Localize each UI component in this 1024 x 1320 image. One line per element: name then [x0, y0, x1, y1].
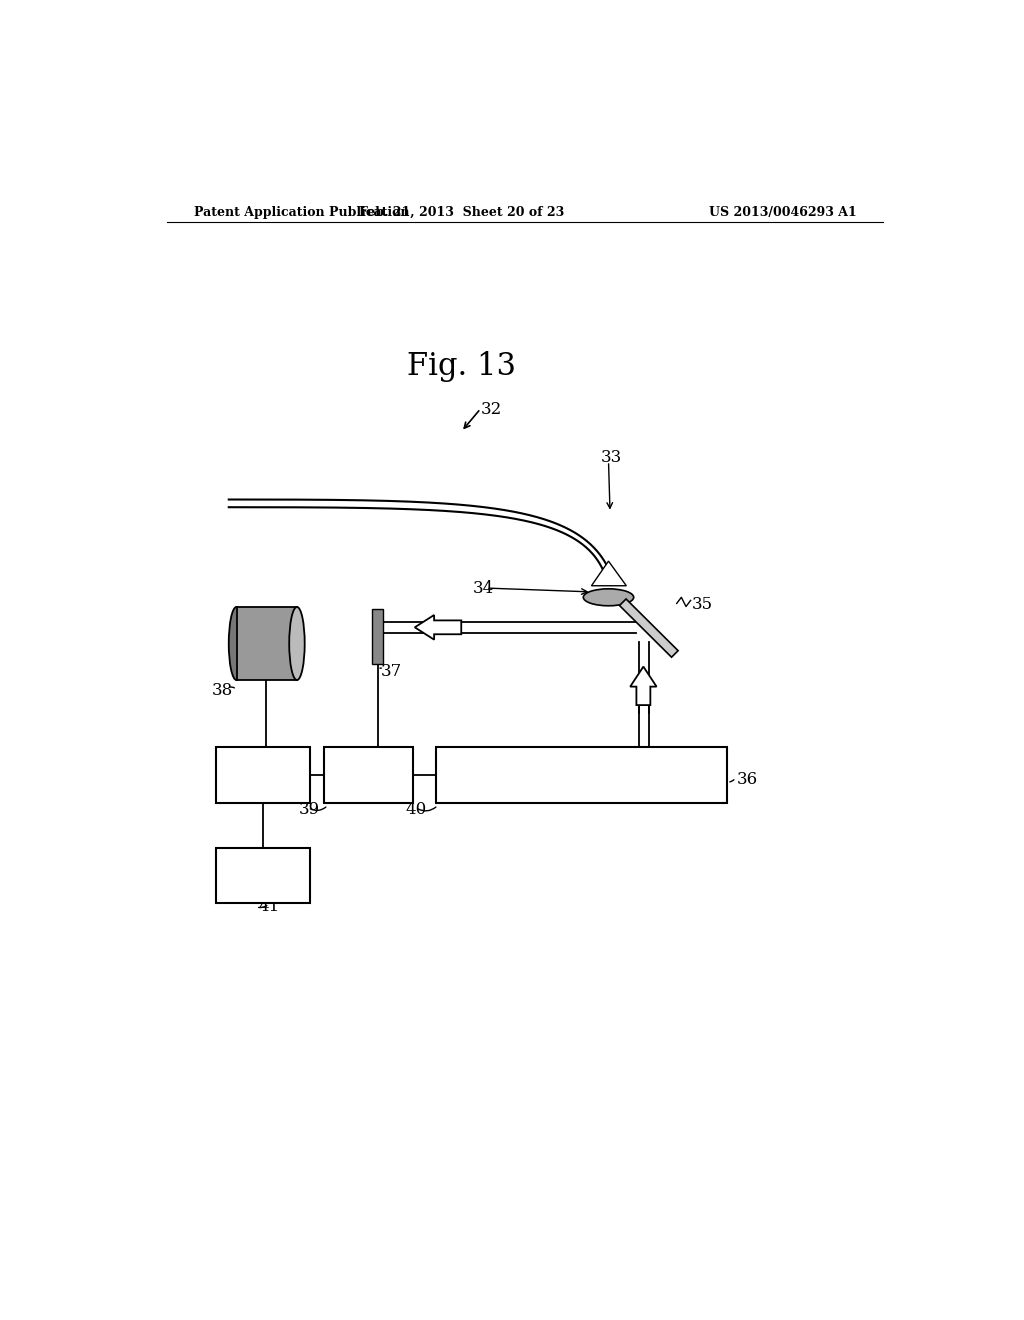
Text: 34: 34 — [473, 581, 495, 598]
Text: 40: 40 — [406, 801, 427, 818]
Ellipse shape — [584, 589, 634, 606]
Bar — [372, 609, 383, 664]
Ellipse shape — [228, 607, 245, 680]
Polygon shape — [620, 599, 678, 657]
Bar — [216, 847, 310, 903]
Bar — [324, 747, 414, 803]
Bar — [436, 747, 727, 803]
Text: 41: 41 — [258, 898, 280, 915]
FancyArrow shape — [415, 615, 461, 640]
Text: 32: 32 — [480, 401, 502, 418]
Ellipse shape — [289, 607, 305, 680]
Text: 37: 37 — [381, 663, 401, 680]
FancyArrow shape — [630, 667, 656, 705]
Text: Fig. 13: Fig. 13 — [407, 351, 516, 381]
Text: Feb. 21, 2013  Sheet 20 of 23: Feb. 21, 2013 Sheet 20 of 23 — [358, 206, 564, 219]
Text: 39: 39 — [299, 801, 319, 818]
Text: 36: 36 — [737, 771, 759, 788]
Bar — [237, 607, 297, 681]
Text: US 2013/0046293 A1: US 2013/0046293 A1 — [709, 206, 856, 219]
Polygon shape — [592, 561, 627, 586]
Text: 33: 33 — [601, 449, 622, 466]
Text: 38: 38 — [212, 682, 232, 700]
Bar — [216, 747, 310, 803]
Text: Patent Application Publication: Patent Application Publication — [194, 206, 410, 219]
Text: 35: 35 — [692, 595, 714, 612]
